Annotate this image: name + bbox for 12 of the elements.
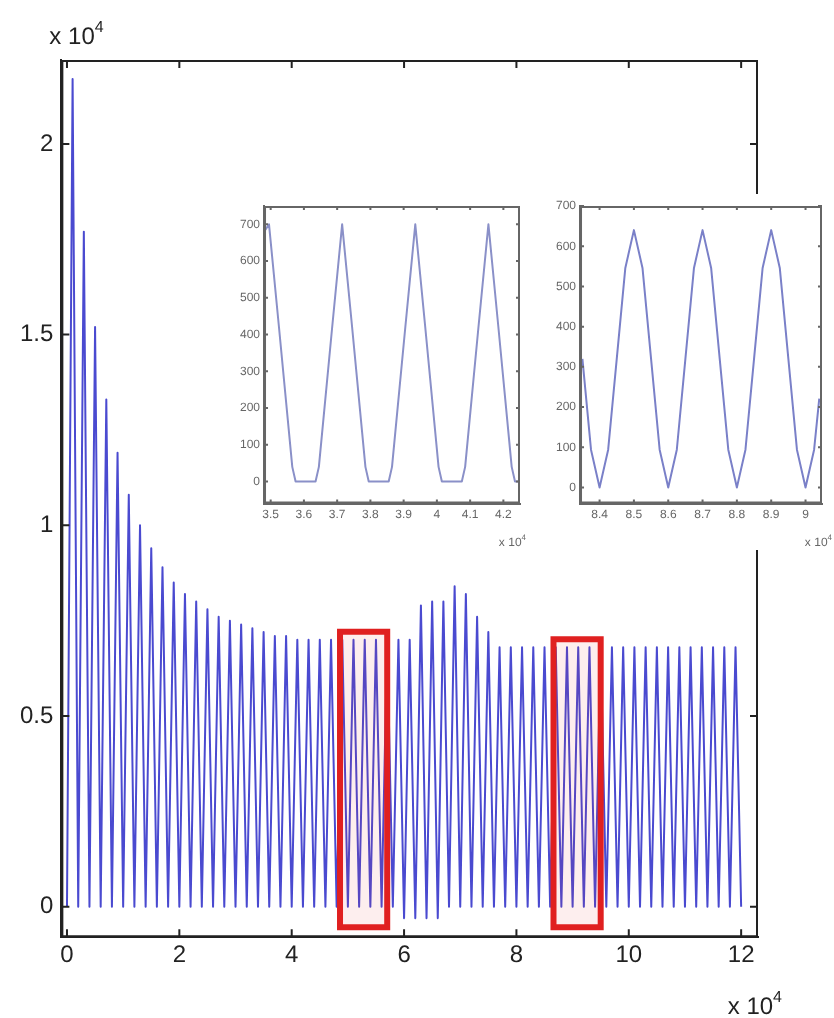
y-tick-label: 0 bbox=[39, 891, 54, 920]
x-tick-label: 8 bbox=[509, 940, 524, 969]
y-tick-label: 0.5 bbox=[19, 700, 54, 729]
x-tick-label: 4 bbox=[285, 940, 300, 969]
x-tick-label: 6 bbox=[397, 940, 412, 969]
x-tick-label: 0 bbox=[60, 940, 75, 969]
x-tick-label: 10 bbox=[615, 940, 643, 969]
y-tick-label: 1.5 bbox=[19, 319, 54, 348]
x-tick-label: 12 bbox=[727, 940, 756, 969]
y-tick-label: 2 bbox=[39, 128, 54, 157]
y-tick-label: 1 bbox=[39, 509, 54, 538]
x-tick-label: 2 bbox=[172, 940, 187, 969]
